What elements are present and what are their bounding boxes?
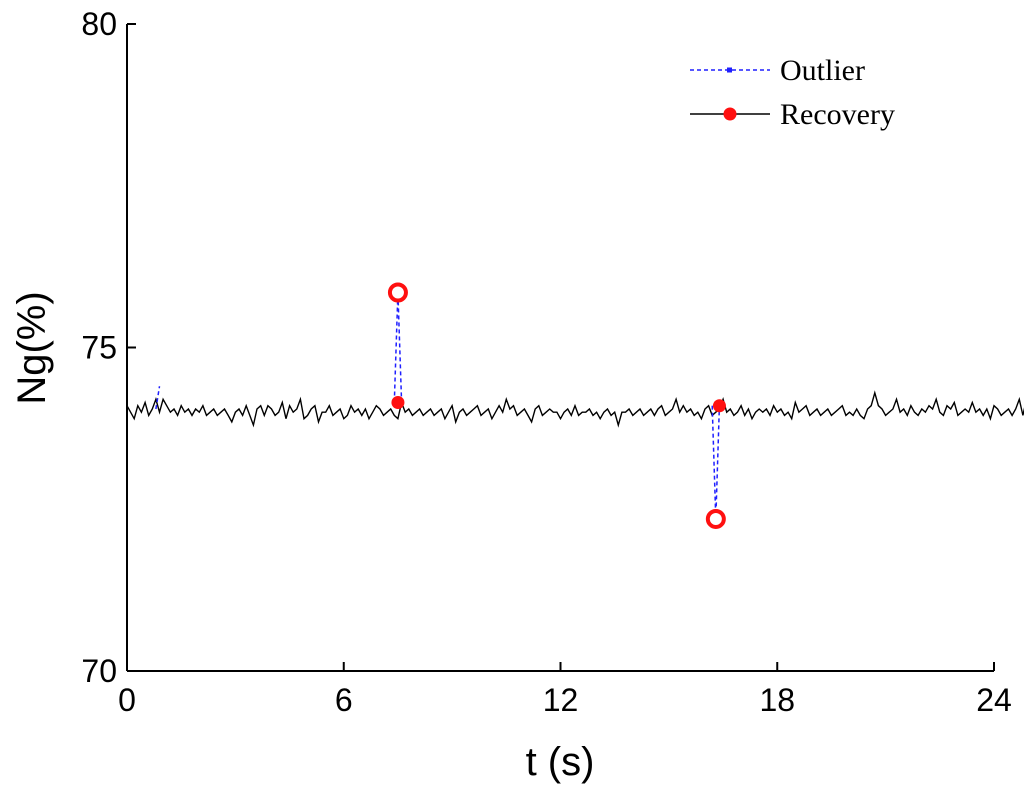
plot-area (126, 282, 1024, 529)
signal-line (126, 390, 1024, 428)
legend-outlier-marker (727, 67, 732, 73)
y-tick-label: 70 (81, 653, 117, 689)
x-tick-label: 0 (118, 682, 136, 718)
legend-outlier-label: Outlier (780, 54, 865, 87)
outlier-point (387, 282, 408, 303)
ticks: 0 6 12 18 24 70 75 80 (81, 6, 1011, 718)
outlier-segment (711, 405, 721, 520)
y-tick-label: 75 (81, 330, 117, 366)
legend-recovery-marker (723, 107, 737, 121)
x-tick-label: 6 (335, 682, 353, 718)
x-tick-label: 18 (759, 682, 795, 718)
outlier-segment (393, 292, 403, 403)
x-tick-label: 24 (976, 682, 1012, 718)
legend-item-outlier: Outlier (690, 54, 865, 87)
outlier-segment (155, 386, 161, 410)
outlier-point (705, 508, 726, 529)
recovery-point (391, 395, 405, 409)
x-tick-label: 12 (543, 682, 579, 718)
legend: Outlier Recovery (690, 54, 895, 131)
x-axis-title: t (s) (526, 740, 595, 784)
y-tick-label: 80 (81, 6, 117, 42)
legend-recovery-label: Recovery (780, 98, 895, 131)
legend-item-recovery: Recovery (690, 98, 895, 131)
y-axis-title: Ng(%) (10, 291, 54, 404)
recovery-point (712, 399, 726, 413)
